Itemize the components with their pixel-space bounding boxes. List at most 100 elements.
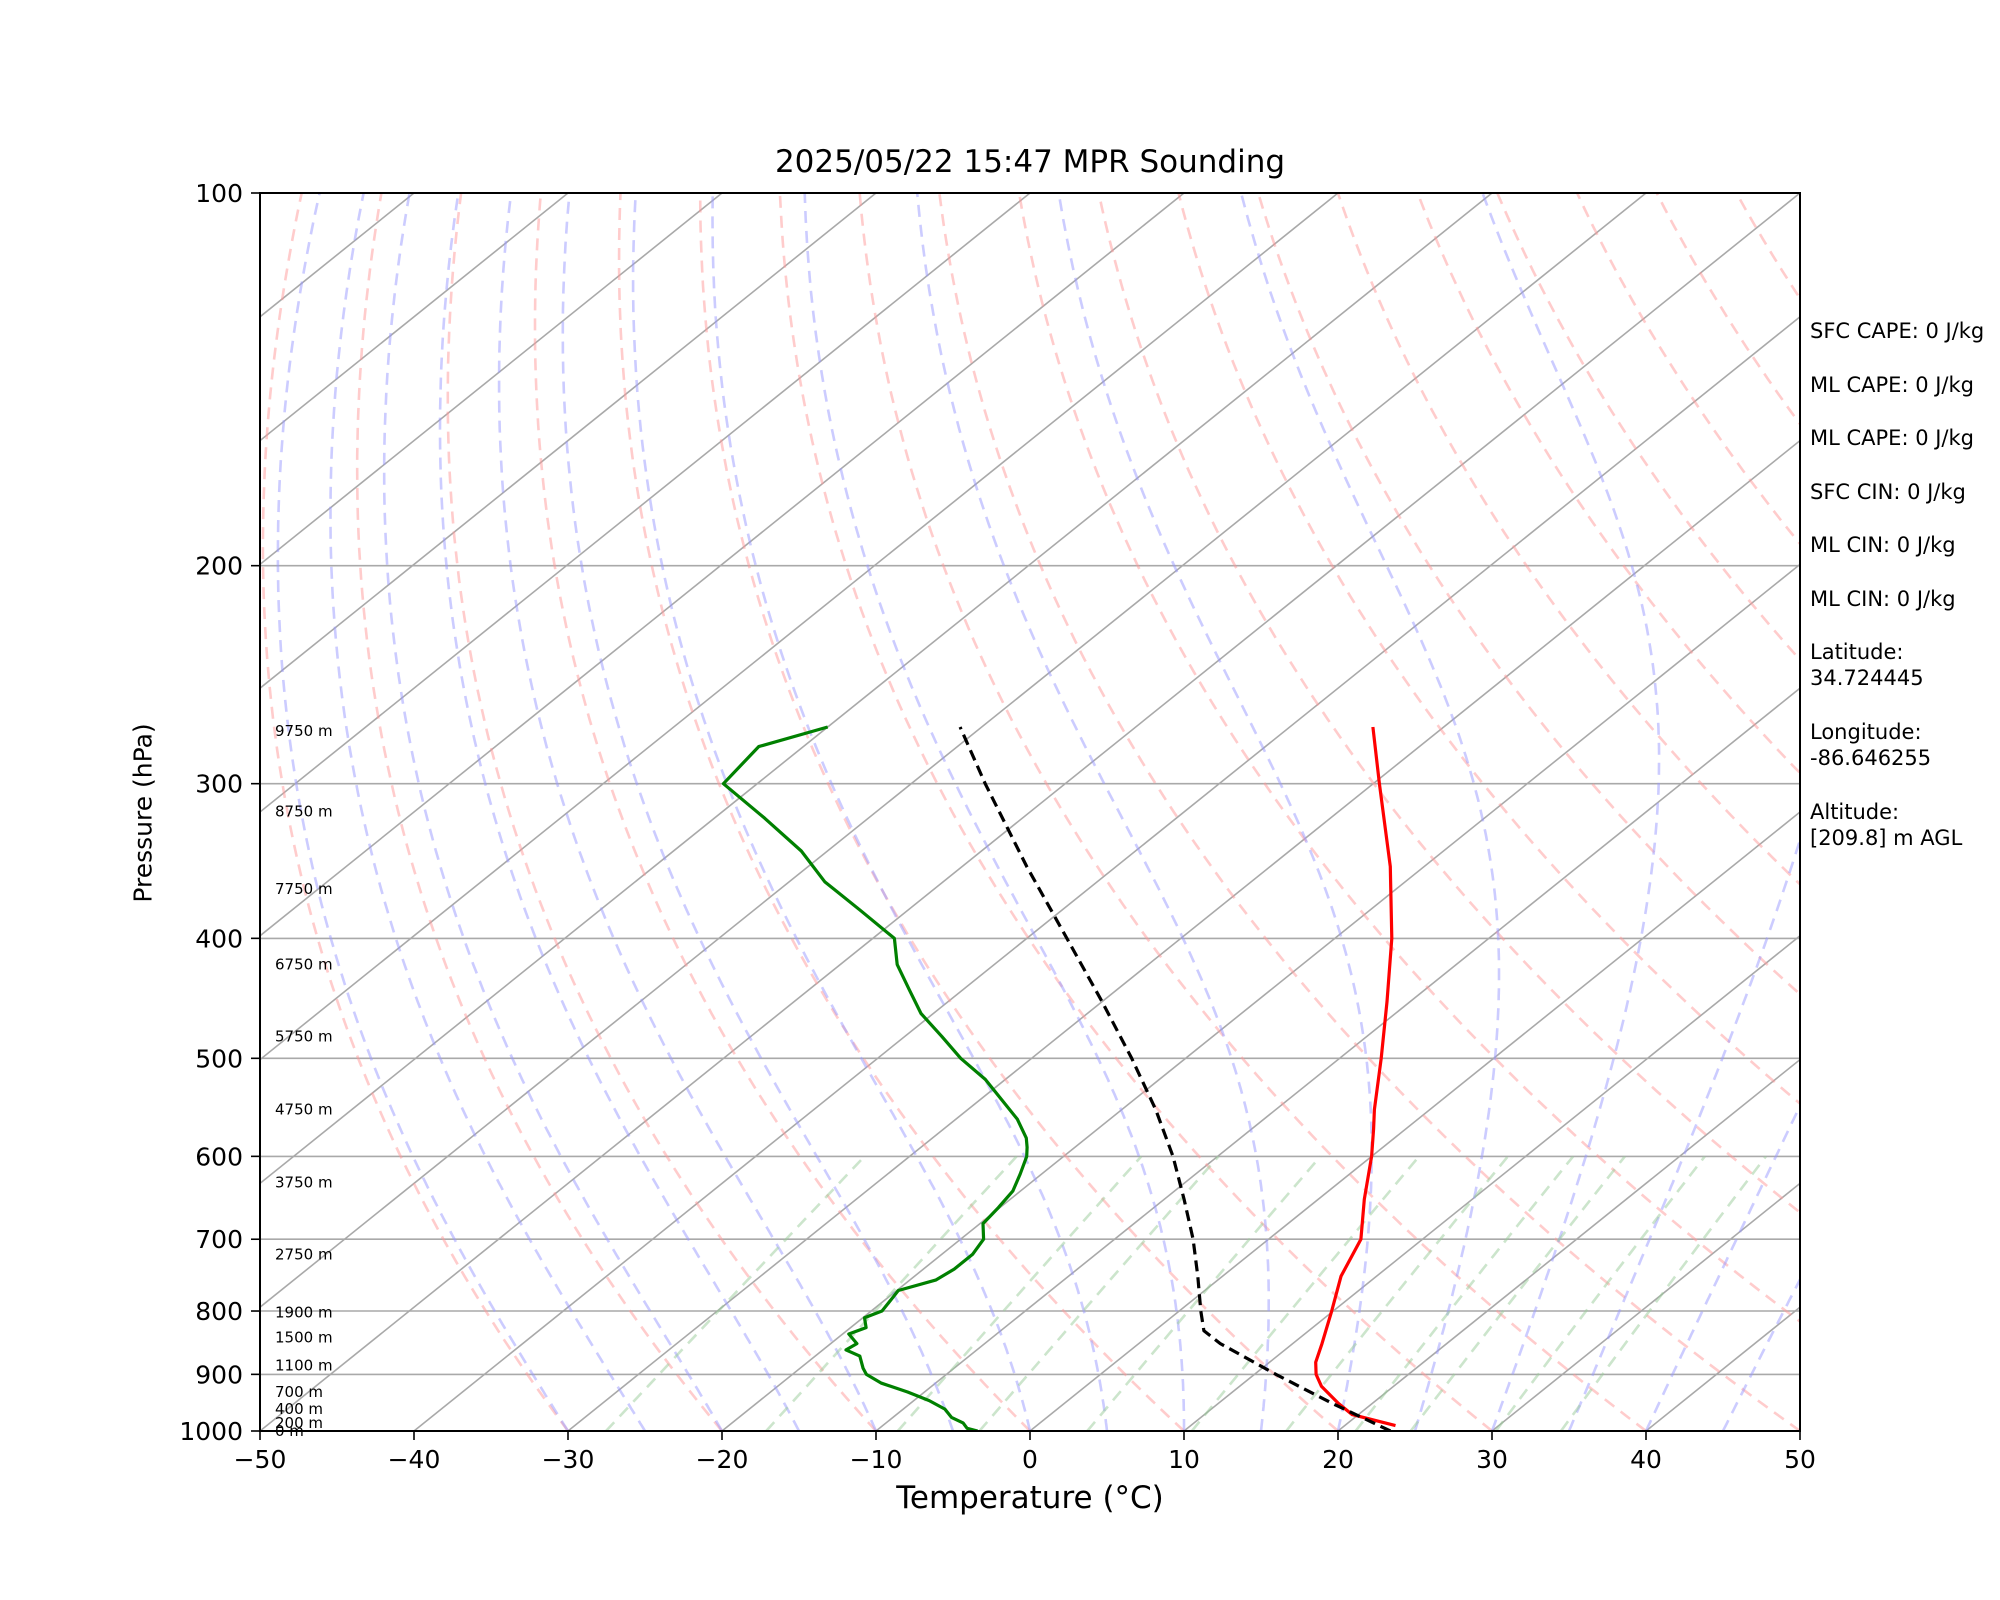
- y-tick-label: 1000: [179, 1417, 243, 1446]
- isotherm-line: [1491, 1182, 1800, 1431]
- height-label: 2750 m: [275, 1245, 333, 1263]
- x-tick-label: 40: [1630, 1445, 1662, 1474]
- isotherm-line: [260, 193, 1800, 1431]
- isotherm-line: [260, 193, 1647, 1309]
- y-tick-label: 300: [195, 770, 243, 799]
- isotherm-line: [413, 315, 1800, 1431]
- y-tick-label: 500: [195, 1044, 243, 1073]
- height-label: 6750 m: [275, 956, 333, 974]
- x-tick-label: 30: [1476, 1445, 1508, 1474]
- longitude-value: -86.646255: [1810, 746, 1932, 770]
- isotherm-line: [567, 439, 1800, 1431]
- x-tick-label: −40: [388, 1445, 441, 1474]
- isotherm-line: [260, 193, 1185, 937]
- moist-adiabat-line: [497, 193, 878, 1431]
- latitude-value: 34.724445: [1810, 666, 1924, 690]
- height-label: 7750 m: [275, 880, 333, 898]
- height-label: 9750 m: [275, 722, 333, 740]
- sounding-parameters: SFC CAPE: 0 J/kg ML CAPE: 0 J/kg ML CAPE…: [1810, 318, 1984, 879]
- x-tick-label: 10: [1168, 1445, 1200, 1474]
- mixing-ratio-line: [1190, 1155, 1420, 1431]
- isotherm-line: [260, 193, 569, 442]
- x-axis-label: Temperature (°C): [896, 1480, 1164, 1516]
- moist-adiabat-line: [382, 193, 724, 1431]
- dry-adiabat-line: [938, 193, 1800, 1431]
- moist-adiabat-line: [561, 193, 955, 1431]
- height-label: 3750 m: [275, 1174, 333, 1192]
- moist-adiabat-line: [631, 193, 1032, 1431]
- mixing-ratio-line: [1086, 1155, 1322, 1431]
- mixing-ratio-line: [1494, 1155, 1706, 1431]
- mixing-ratio-line: [896, 1155, 1143, 1431]
- longitude-label: Longitude:: [1810, 720, 1922, 744]
- dry-adiabat-line: [1575, 193, 1800, 546]
- mixing-ratio-line: [1354, 1155, 1575, 1431]
- isotherm-line: [721, 563, 1800, 1431]
- dry-adiabat-line: [1336, 193, 1800, 887]
- moist-adiabat-line: [803, 193, 1186, 1431]
- moist-adiabat-line: [915, 193, 1270, 1431]
- chart-title: 2025/05/22 15:47 MPR Sounding: [774, 144, 1286, 180]
- param-ml-cin: ML CIN: 0 J/kg: [1810, 533, 1956, 557]
- parcel-profile-line: [958, 726, 1392, 1431]
- moist-adiabat-line: [276, 193, 570, 1431]
- y-axis-label: Pressure (hPa): [128, 723, 158, 903]
- dry-adiabat-line: [617, 193, 1185, 1431]
- y-tick-label: 100: [195, 179, 243, 208]
- isotherm-line: [260, 193, 723, 566]
- moist-adiabat-line: [1481, 193, 1661, 1431]
- x-tick-label: 20: [1322, 1445, 1354, 1474]
- mixing-ratio-line: [1559, 1155, 1767, 1431]
- y-tick-label: 700: [195, 1225, 243, 1254]
- dry-adiabat-line: [533, 193, 1031, 1431]
- altitude-label: Altitude:: [1810, 800, 1900, 824]
- y-tick-label: 200: [195, 552, 243, 581]
- plot-area: [0, 193, 1800, 1431]
- height-label: 8750 m: [275, 803, 333, 821]
- y-tick-label: 600: [195, 1142, 243, 1171]
- height-label: 400 m: [275, 1400, 323, 1418]
- mixing-ratio-line: [765, 1155, 1018, 1431]
- param-ml-cin-2: ML CIN: 0 J/kg: [1810, 586, 1956, 611]
- isotherm-line: [1183, 934, 1800, 1431]
- isotherm-line: [260, 193, 1339, 1061]
- temperature-profile-line: [1314, 726, 1396, 1428]
- latitude-label: Latitude:: [1810, 640, 1904, 664]
- longitude-block: Longitude: -86.646255: [1810, 719, 1984, 799]
- height-label: 1100 m: [275, 1356, 333, 1374]
- height-label: 700 m: [275, 1383, 323, 1401]
- param-sfc-cape: SFC CAPE: 0 J/kg: [1810, 319, 1985, 343]
- mixing-ratio-line: [1285, 1155, 1509, 1431]
- dry-adiabat-line: [1017, 193, 1800, 1324]
- param-ml-cape-2: ML CAPE: 0 J/kg: [1810, 426, 1975, 450]
- isotherm-line: [0, 193, 106, 1431]
- dry-adiabat-line: [261, 193, 570, 1431]
- x-tick-label: 50: [1784, 1445, 1816, 1474]
- altitude-block: Altitude: [209.8] m AGL: [1810, 799, 1984, 879]
- moist-adiabat-line: [329, 193, 647, 1431]
- dry-adiabat-line: [698, 193, 1339, 1431]
- moist-adiabat-line: [438, 193, 801, 1431]
- moist-adiabat-line: [1239, 193, 1501, 1431]
- dry-adiabat-line: [858, 193, 1647, 1431]
- isotherm-line: [1029, 810, 1800, 1431]
- dry-adiabat-line: [1655, 193, 1800, 427]
- y-tick-label: 900: [195, 1360, 243, 1389]
- dewpoint-profile-line: [721, 725, 1029, 1431]
- mixing-ratio-line: [978, 1155, 1220, 1431]
- altitude-value: [209.8] m AGL: [1810, 826, 1963, 850]
- dry-adiabat-line: [355, 193, 724, 1431]
- dry-adiabat-line: [1416, 193, 1800, 775]
- x-tick-label: −20: [696, 1445, 749, 1474]
- y-tick-label: 400: [195, 924, 243, 953]
- isotherm-line: [1337, 1058, 1800, 1431]
- height-label: 4750 m: [275, 1101, 333, 1119]
- height-label: 1500 m: [275, 1328, 333, 1346]
- y-tick-label: 800: [195, 1297, 243, 1326]
- height-label: 200 m: [275, 1414, 323, 1432]
- param-sfc-cin: SFC CIN: 0 J/kg: [1810, 479, 1966, 504]
- isotherm-line: [260, 193, 1493, 1185]
- moist-adiabat-line: [711, 193, 1109, 1431]
